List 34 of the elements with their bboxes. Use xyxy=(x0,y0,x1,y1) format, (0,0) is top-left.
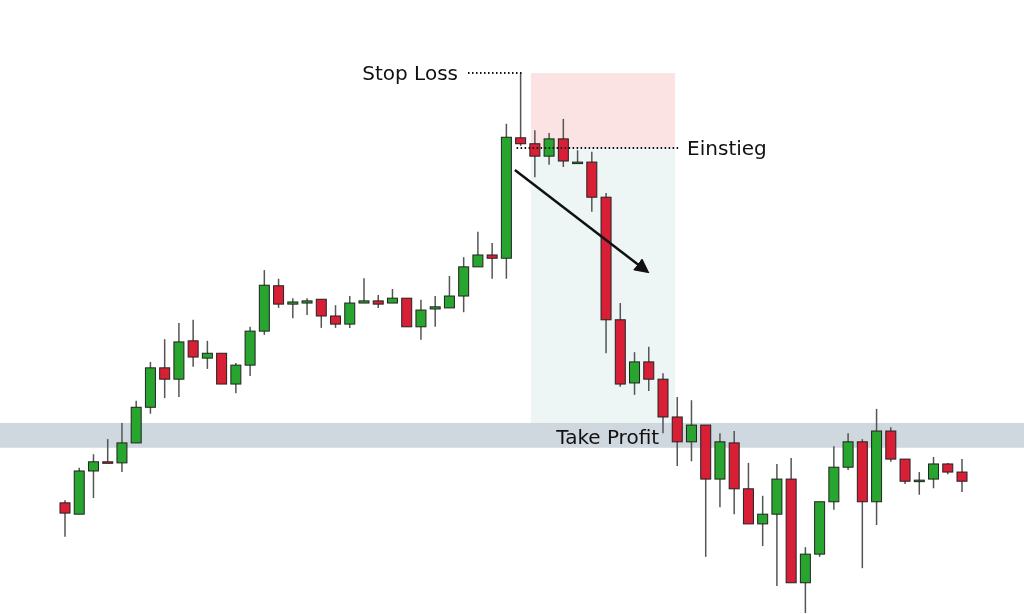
candlestick xyxy=(315,298,327,329)
candlestick xyxy=(287,297,299,319)
candlestick xyxy=(486,242,498,280)
candlestick xyxy=(543,132,555,166)
candlestick xyxy=(230,362,242,394)
candlestick xyxy=(330,304,342,329)
candlestick xyxy=(956,458,968,493)
candlestick xyxy=(757,495,769,547)
candlestick xyxy=(358,277,370,304)
candlestick xyxy=(116,422,128,473)
candlestick xyxy=(187,319,199,368)
candlestick xyxy=(515,72,527,147)
candlestick xyxy=(685,399,697,463)
candlestick xyxy=(472,231,484,268)
ref-line-label: Einstieg xyxy=(687,136,767,161)
candlestick xyxy=(301,297,313,316)
candlestick xyxy=(529,129,541,178)
candlestick xyxy=(87,453,99,499)
candlestick xyxy=(928,456,940,490)
candlestick xyxy=(429,295,441,328)
candlestick xyxy=(629,351,641,396)
candlestick xyxy=(443,275,455,309)
band-label: Take Profit xyxy=(555,424,660,449)
ref-line-label: Stop Loss xyxy=(362,61,458,85)
candlestick xyxy=(159,338,171,399)
candlestick xyxy=(643,346,655,392)
candlestick xyxy=(344,295,356,329)
candlestick xyxy=(899,458,911,485)
candlestick xyxy=(557,118,569,168)
candlestick xyxy=(273,277,285,309)
candlestick xyxy=(201,340,213,370)
candlestick xyxy=(415,299,427,341)
candlestick xyxy=(102,438,114,464)
candlestick xyxy=(59,499,71,538)
